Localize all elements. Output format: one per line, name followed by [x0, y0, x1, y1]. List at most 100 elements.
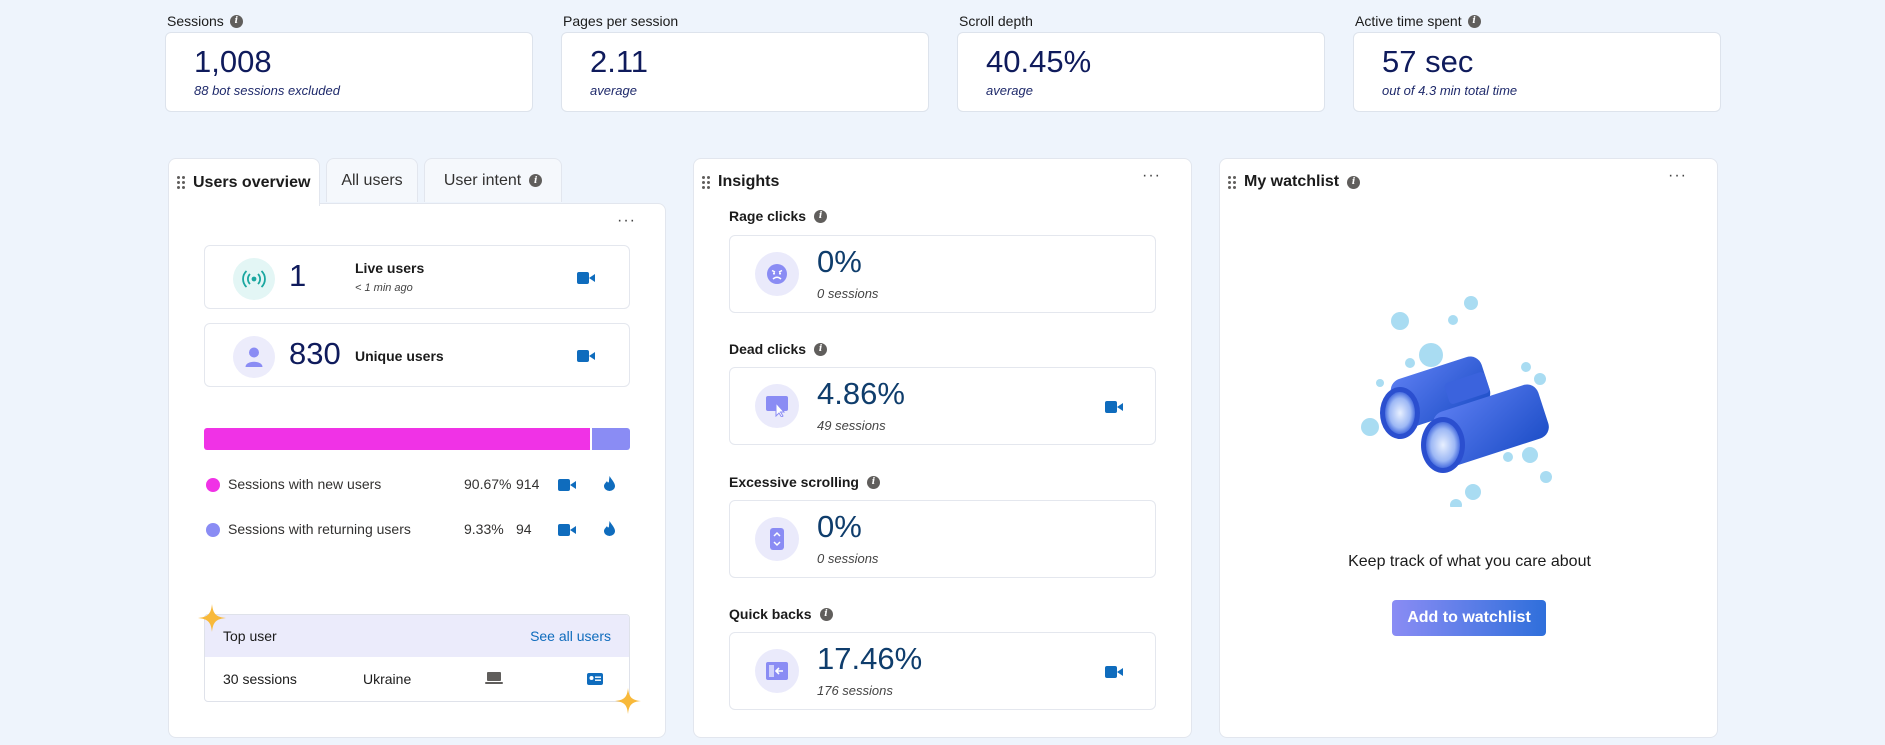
binoculars-illustration-icon [1361, 296, 1552, 507]
insight-sub: 176 sessions [817, 683, 893, 698]
live-signal-icon [233, 258, 275, 300]
legend-count: 914 [516, 476, 540, 492]
insights-title: Insights [718, 173, 780, 190]
top-user-card: Top user See all users 30 sessions Ukrai… [204, 614, 630, 702]
info-icon[interactable]: i [819, 607, 833, 621]
metric-label: Sessions [167, 13, 224, 29]
more-options-icon[interactable]: ··· [1142, 167, 1161, 184]
scroll-icon [755, 517, 799, 561]
heatmap-icon[interactable] [604, 521, 615, 536]
sparkle-icon [615, 688, 641, 714]
tab-label: Users overview [193, 173, 311, 191]
legend-count: 94 [516, 521, 532, 537]
back-arrow-icon [755, 649, 799, 693]
recording-icon[interactable] [577, 350, 595, 362]
rage-clicks-label: Rage clicks i [729, 208, 828, 224]
dead-clicks-label: Dead clicks i [729, 341, 828, 357]
legend-new-users: Sessions with new users 90.67% 914 [206, 474, 626, 496]
recording-icon[interactable] [577, 272, 595, 284]
info-icon[interactable]: i [229, 14, 243, 28]
insight-value: 4.86% [817, 376, 905, 411]
top-user-row[interactable]: 30 sessions Ukraine [205, 657, 629, 701]
legend-dot [206, 523, 220, 537]
metric-sub: 88 bot sessions excluded [194, 83, 340, 98]
info-icon[interactable]: i [1347, 175, 1361, 189]
more-options-icon[interactable]: ··· [1668, 167, 1687, 184]
user-icon [233, 336, 275, 378]
metric-label: Active time spent [1355, 13, 1462, 29]
excessive-scrolling-card[interactable]: 0% 0 sessions [729, 500, 1156, 578]
tab-user-intent[interactable]: User intent i [424, 158, 562, 202]
add-to-watchlist-button[interactable]: Add to watchlist [1392, 600, 1546, 636]
recording-icon[interactable] [558, 479, 576, 491]
insight-sub: 49 sessions [817, 418, 886, 433]
drag-handle-icon[interactable] [702, 175, 710, 189]
insight-value: 0% [817, 244, 862, 279]
legend-pct: 90.67% [464, 476, 512, 492]
metric-value: 40.45% [986, 44, 1092, 79]
watchlist-message: Keep track of what you care about [1348, 553, 1591, 570]
unique-users-card: 830 Unique users [204, 323, 630, 387]
dead-clicks-card[interactable]: 4.86% 49 sessions [729, 367, 1156, 445]
legend-pct: 9.33% [464, 521, 504, 537]
metric-label: Pages per session [563, 13, 679, 29]
metric-sub: average [986, 83, 1033, 98]
cursor-click-icon [755, 384, 799, 428]
drag-handle-icon[interactable] [1228, 175, 1236, 189]
returning-users-bar[interactable] [592, 428, 630, 450]
excessive-scrolling-label: Excessive scrolling i [729, 474, 880, 490]
heatmap-icon[interactable] [604, 476, 615, 491]
metric-sub: out of 4.3 min total time [1382, 83, 1518, 98]
metric-value: 2.11 [590, 44, 649, 79]
legend-dot [206, 478, 220, 492]
recording-icon[interactable] [1105, 666, 1123, 678]
info-icon[interactable]: i [814, 342, 828, 356]
more-options-icon[interactable]: ··· [617, 212, 636, 229]
insight-value: 17.46% [817, 641, 923, 676]
legend-name: Sessions with new users [228, 476, 382, 492]
insight-sub: 0 sessions [817, 286, 879, 301]
info-icon[interactable]: i [1467, 14, 1481, 28]
recording-icon[interactable] [558, 524, 576, 536]
watchlist-title: My watchlist [1244, 173, 1340, 190]
metric-card: 2.11 average [561, 32, 929, 112]
metric-scroll-depth: Scroll depth 40.45% average [957, 10, 1325, 112]
live-users-count: 1 [289, 258, 307, 293]
live-users-sub: < 1 min ago [355, 282, 413, 294]
metric-pages-per-session: Pages per session 2.11 average [561, 10, 929, 112]
live-users-card: 1 Live users < 1 min ago [204, 245, 630, 309]
top-user-title: Top user [223, 628, 277, 644]
see-all-users-link[interactable]: See all users [530, 628, 611, 644]
top-user-sessions: 30 sessions [223, 671, 297, 687]
quick-backs-card[interactable]: 17.46% 176 sessions [729, 632, 1156, 710]
drag-handle-icon[interactable] [177, 176, 185, 189]
info-icon[interactable]: i [814, 209, 828, 223]
user-card-icon[interactable] [587, 672, 603, 690]
metric-card: 40.45% average [957, 32, 1325, 112]
recording-icon[interactable] [1105, 401, 1123, 413]
legend-name: Sessions with returning users [228, 521, 411, 537]
insight-label: Rage clicks [729, 208, 807, 224]
metric-sub: average [590, 83, 637, 98]
info-icon[interactable]: i [866, 475, 880, 489]
top-user-country: Ukraine [363, 671, 412, 687]
info-icon[interactable]: i [529, 174, 543, 187]
live-users-label: Live users [355, 260, 425, 276]
new-users-bar[interactable] [204, 428, 591, 450]
legend-returning-users: Sessions with returning users 9.33% 94 [206, 519, 626, 541]
sessions-split-bar [204, 428, 630, 450]
rage-clicks-card[interactable]: 0% 0 sessions [729, 235, 1156, 313]
unique-users-label: Unique users [355, 348, 444, 364]
tab-label: All users [341, 171, 403, 189]
metric-sessions: Sessions i 1,008 88 bot sessions excluded [165, 10, 533, 112]
sparkle-icon [198, 604, 226, 632]
quick-backs-label: Quick backs i [729, 606, 833, 622]
top-user-header: Top user See all users [205, 615, 629, 657]
tab-all-users[interactable]: All users [326, 158, 418, 202]
insight-sub: 0 sessions [817, 551, 879, 566]
tab-users-overview[interactable]: Users overview [168, 158, 320, 206]
laptop-icon [485, 671, 503, 690]
metric-card: 57 sec out of 4.3 min total time [1353, 32, 1721, 112]
metric-label: Scroll depth [959, 13, 1033, 29]
metric-card: 1,008 88 bot sessions excluded [165, 32, 533, 112]
